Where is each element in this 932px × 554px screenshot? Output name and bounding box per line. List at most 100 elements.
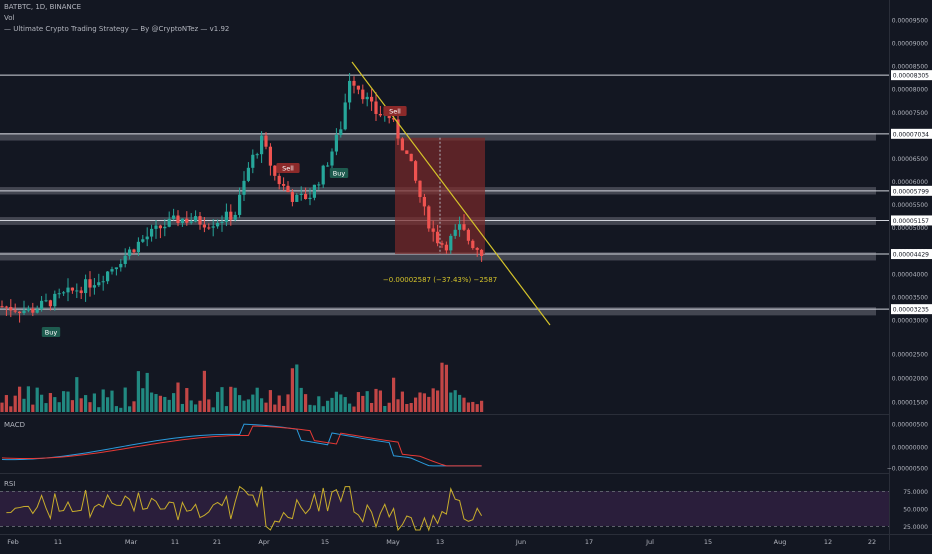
symbol-line[interactable]: BATBTC, 1D, BINANCE (4, 3, 82, 11)
candle-body[interactable] (176, 215, 180, 223)
time-axis[interactable]: Feb 11 Mar 11 21 Apr 15 May 13 Jun 17 Jul 15 Aug 12 22 (7, 538, 876, 546)
candle-body[interactable] (378, 113, 382, 116)
candle-body[interactable] (334, 134, 338, 152)
candle-body[interactable] (339, 129, 343, 135)
candle-body[interactable] (475, 248, 479, 250)
candle-body[interactable] (13, 310, 17, 312)
candle-body[interactable] (79, 290, 83, 294)
candle-body[interactable] (458, 224, 462, 230)
sell-signal[interactable]: Sell (276, 163, 300, 173)
candle-body[interactable] (255, 154, 259, 156)
volume-legend[interactable]: Vol (4, 13, 14, 24)
candle-body[interactable] (106, 271, 110, 282)
volume-axis[interactable]: 0.00002500 0.00002000 0.00001500 (892, 352, 928, 407)
candle-body[interactable] (409, 153, 413, 162)
candle-body[interactable] (440, 243, 444, 245)
rsi-axis[interactable]: 75.0000 50.0000 25.0000 (903, 489, 928, 531)
candle-body[interactable] (260, 135, 264, 155)
candle-body[interactable] (194, 216, 198, 222)
macd-pane[interactable] (1, 423, 482, 467)
candle-body[interactable] (282, 184, 286, 186)
candle-body[interactable] (202, 224, 206, 228)
candle-body[interactable] (163, 226, 167, 229)
candle-body[interactable] (150, 228, 154, 237)
candle-body[interactable] (31, 308, 35, 313)
support-resistance-zone[interactable] (0, 133, 876, 141)
candle-body[interactable] (471, 240, 475, 249)
candle-body[interactable] (273, 165, 277, 176)
candle-body[interactable] (361, 89, 365, 100)
candle-body[interactable] (132, 249, 136, 253)
candle-body[interactable] (466, 229, 470, 241)
candle-body[interactable] (251, 154, 255, 168)
candle-body[interactable] (207, 227, 211, 229)
macd-label[interactable]: MACD (4, 421, 25, 429)
buy-signal[interactable]: Buy (41, 327, 61, 337)
candle-body[interactable] (9, 307, 13, 311)
candle-body[interactable] (154, 225, 158, 229)
candle-body[interactable] (286, 185, 290, 193)
candle-body[interactable] (308, 197, 312, 200)
candle-body[interactable] (317, 184, 321, 186)
candle-body[interactable] (453, 229, 457, 236)
candle-body[interactable] (53, 293, 57, 307)
candle-body[interactable] (299, 193, 303, 195)
strategy-label[interactable]: — Ultimate Crypto Trading Strategy — By … (4, 25, 230, 33)
candle-body[interactable] (4, 306, 8, 308)
trendline[interactable] (351, 61, 551, 326)
candle-body[interactable] (18, 311, 22, 314)
candle-body[interactable] (264, 135, 268, 147)
candle-body[interactable] (110, 269, 114, 272)
candle-body[interactable] (396, 119, 400, 139)
candle-body[interactable] (44, 300, 48, 302)
support-resistance-zone[interactable] (0, 307, 876, 316)
candle-body[interactable] (141, 239, 145, 242)
candle-body[interactable] (418, 180, 422, 197)
candle-body[interactable] (246, 167, 250, 181)
candle-body[interactable] (414, 161, 418, 181)
candle-body[interactable] (290, 192, 294, 202)
strategy-legend[interactable]: — Ultimate Crypto Trading Strategy — By … (4, 24, 229, 35)
candle-body[interactable] (101, 281, 105, 283)
candle-body[interactable] (136, 241, 140, 253)
candle-body[interactable] (145, 236, 149, 240)
candle-body[interactable] (462, 224, 466, 230)
candle-body[interactable] (70, 287, 74, 291)
candle-body[interactable] (295, 194, 299, 202)
candle-body[interactable] (216, 222, 220, 227)
candle-body[interactable] (62, 292, 66, 294)
candle-body[interactable] (0, 306, 4, 308)
candle-body[interactable] (167, 218, 171, 227)
candle-body[interactable] (75, 290, 79, 292)
candle-body[interactable] (35, 309, 39, 313)
candle-body[interactable] (224, 211, 228, 222)
candle-body[interactable] (370, 96, 374, 102)
candle-body[interactable] (400, 138, 404, 151)
candle-body[interactable] (220, 221, 224, 223)
candle-body[interactable] (330, 151, 334, 166)
candle-body[interactable] (343, 102, 347, 130)
candle-body[interactable] (97, 282, 101, 286)
price-pane[interactable]: Buy Sell Buy Sell (0, 61, 889, 412)
candle-body[interactable] (480, 249, 484, 256)
candle-body[interactable] (88, 279, 92, 288)
candle-body[interactable] (431, 228, 435, 232)
candle-body[interactable] (119, 263, 123, 268)
candle-body[interactable] (312, 184, 316, 198)
candle-body[interactable] (321, 165, 325, 185)
candle-body[interactable] (444, 244, 448, 251)
candle-body[interactable] (84, 279, 88, 294)
candle-body[interactable] (22, 310, 26, 314)
candle-body[interactable] (277, 175, 281, 185)
candle-body[interactable] (92, 285, 96, 288)
candle-body[interactable] (48, 300, 52, 307)
candle-body[interactable] (422, 196, 426, 207)
price-axis[interactable]: 0.00009500 0.00009000 0.00008500 0.00008000… (892, 18, 928, 325)
rsi-pane[interactable] (0, 485, 889, 532)
candle-body[interactable] (304, 193, 308, 200)
candle-body[interactable] (114, 267, 118, 270)
candle-body[interactable] (198, 216, 202, 225)
candle-body[interactable] (180, 218, 184, 223)
candle-body[interactable] (238, 194, 242, 215)
candle-body[interactable] (365, 96, 369, 100)
